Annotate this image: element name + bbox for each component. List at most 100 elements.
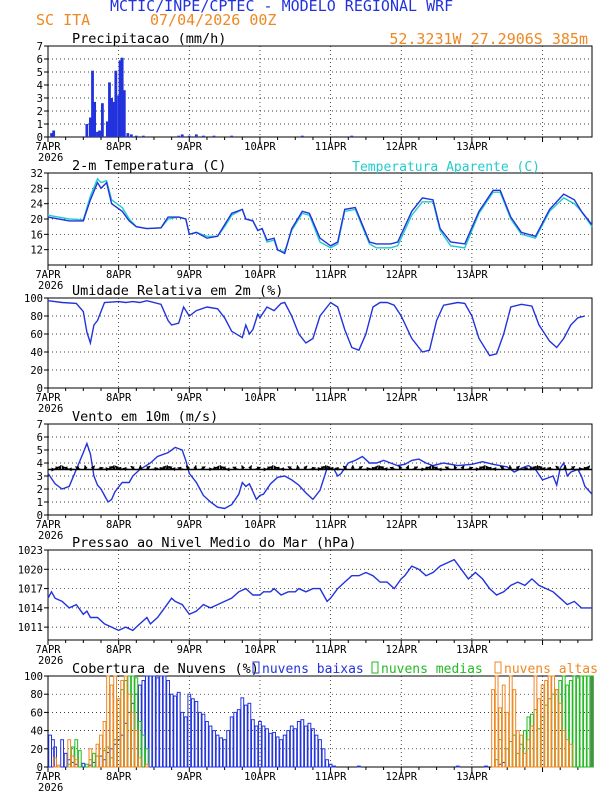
precip-bar xyxy=(108,82,111,137)
clouds-bar-0 xyxy=(194,700,199,768)
clouds-bar-0 xyxy=(212,730,216,768)
clouds-bar-1 xyxy=(590,675,594,768)
precip-bar xyxy=(187,135,191,137)
clouds-bar-2 xyxy=(568,743,573,768)
precip-ytick-label: 6 xyxy=(37,54,43,66)
clouds-ytick-label: 100 xyxy=(24,671,43,683)
cloud-legend-swatch-2 xyxy=(494,661,502,674)
precip-title: Precipitacao (mm/h) xyxy=(72,31,226,47)
wind-barb xyxy=(499,465,506,470)
wind-barb xyxy=(215,465,220,470)
chart-main-title: MCTIC/INPE/CPTEC - MODELO REGIONAL WRF xyxy=(110,0,454,15)
clouds-bar-1 xyxy=(586,675,591,768)
wind-barb xyxy=(383,467,391,472)
wind-barb xyxy=(374,465,379,470)
precip-xtick-label: 10APR xyxy=(244,141,276,153)
wind-barb xyxy=(334,466,342,471)
clouds-bar-0 xyxy=(268,732,273,768)
clouds-bar-2 xyxy=(137,757,142,768)
wind-barb xyxy=(269,464,274,470)
clouds-bar-0 xyxy=(173,695,178,768)
wind-xtick-label: 12APR xyxy=(385,519,417,531)
wind-barb xyxy=(481,464,486,470)
wind-ytick-label: 7 xyxy=(37,419,43,431)
cloud-legend-label-2: nuvens altas xyxy=(504,662,598,677)
wind-barb xyxy=(357,465,363,470)
wind-barb xyxy=(161,465,167,470)
rh-ytick-label: 80 xyxy=(30,311,43,323)
precip-bar xyxy=(85,124,89,137)
wind-ytick-label: 4 xyxy=(37,458,43,470)
model-run-time: 07/04/2026 00Z xyxy=(150,11,277,29)
clouds-bar-0 xyxy=(332,765,337,768)
wind-barb xyxy=(460,465,465,470)
clouds-bar-2 xyxy=(508,675,513,768)
pressure-ytick-label: 1014 xyxy=(18,603,43,615)
precip-bar xyxy=(114,70,118,137)
wind-barb xyxy=(122,466,130,471)
precip-xtick-label: 12APR xyxy=(385,141,417,153)
clouds-bar-0 xyxy=(258,721,262,768)
clouds-bar-0 xyxy=(190,698,195,768)
rh-year-label: 2026 xyxy=(38,403,63,415)
clouds-bar-0 xyxy=(325,759,329,768)
wind-barb xyxy=(492,467,500,472)
clouds-ytick-label: 0 xyxy=(37,762,43,774)
wind-barb xyxy=(57,465,62,470)
precip-xtick-label: 7APR xyxy=(35,141,61,153)
clouds-bar-0 xyxy=(286,730,291,768)
clouds-bar-2 xyxy=(561,730,566,768)
wind-barb xyxy=(90,465,95,470)
pressure-frame xyxy=(47,549,593,641)
pressure-ytick-label: 1020 xyxy=(18,564,43,576)
wind-barb xyxy=(569,465,576,470)
precip-bar xyxy=(50,133,53,137)
clouds-bar-2 xyxy=(565,739,570,768)
wind-barb xyxy=(562,464,567,470)
clouds-bar-0 xyxy=(303,725,308,768)
clouds-bar-2 xyxy=(494,675,499,768)
rh-xtick-label: 13APR xyxy=(456,392,488,404)
clouds-bar-2 xyxy=(130,711,135,768)
precip-ytick-label: 3 xyxy=(37,93,43,105)
clouds-bar-0 xyxy=(307,722,312,768)
temp-ytick-label: 24 xyxy=(30,199,43,211)
rh-title: Umidade Relativa em 2m (%) xyxy=(72,283,283,299)
clouds-bar-2 xyxy=(519,734,524,768)
clouds-bar-1 xyxy=(583,675,587,768)
clouds-ytick-label: 40 xyxy=(30,726,43,738)
precip-xtick-label: 11APR xyxy=(315,141,347,153)
precip-ytick-label: 1 xyxy=(37,119,43,131)
clouds-bar-0 xyxy=(236,709,241,768)
clouds-bar-0 xyxy=(169,693,174,768)
rh-ytick-label: 100 xyxy=(24,293,43,305)
rh-ytick-label: 0 xyxy=(37,383,43,395)
clouds-frame xyxy=(47,675,593,768)
wind-barb xyxy=(398,465,403,470)
rh-frame xyxy=(47,297,593,389)
clouds-bar-0 xyxy=(250,719,255,768)
precip-bar xyxy=(350,135,354,137)
clouds-bar-2 xyxy=(102,721,107,768)
clouds-bar-1 xyxy=(84,763,89,768)
clouds-bar-2 xyxy=(498,707,503,768)
clouds-bar-0 xyxy=(219,737,223,768)
clouds-bar-0 xyxy=(60,739,65,768)
clouds-bar-2 xyxy=(554,689,559,768)
clouds-bar-0 xyxy=(265,728,269,768)
precip-bar xyxy=(93,101,97,137)
clouds-bar-2 xyxy=(522,752,527,768)
precip-bar xyxy=(117,95,121,137)
wind-barb xyxy=(287,466,294,471)
clouds-bar-0 xyxy=(328,763,333,768)
clouds-bar-2 xyxy=(501,684,506,768)
temp-xtick-label: 9APR xyxy=(177,269,203,281)
precip-ytick-label: 2 xyxy=(37,106,43,118)
wind-xtick-label: 10APR xyxy=(244,519,276,531)
clouds-bar-2 xyxy=(109,684,114,768)
wind-barb xyxy=(200,466,206,471)
clouds-bar-2 xyxy=(116,698,121,768)
precip-bar xyxy=(177,135,181,137)
wind-barb xyxy=(151,466,159,471)
wind-barb xyxy=(389,466,397,471)
